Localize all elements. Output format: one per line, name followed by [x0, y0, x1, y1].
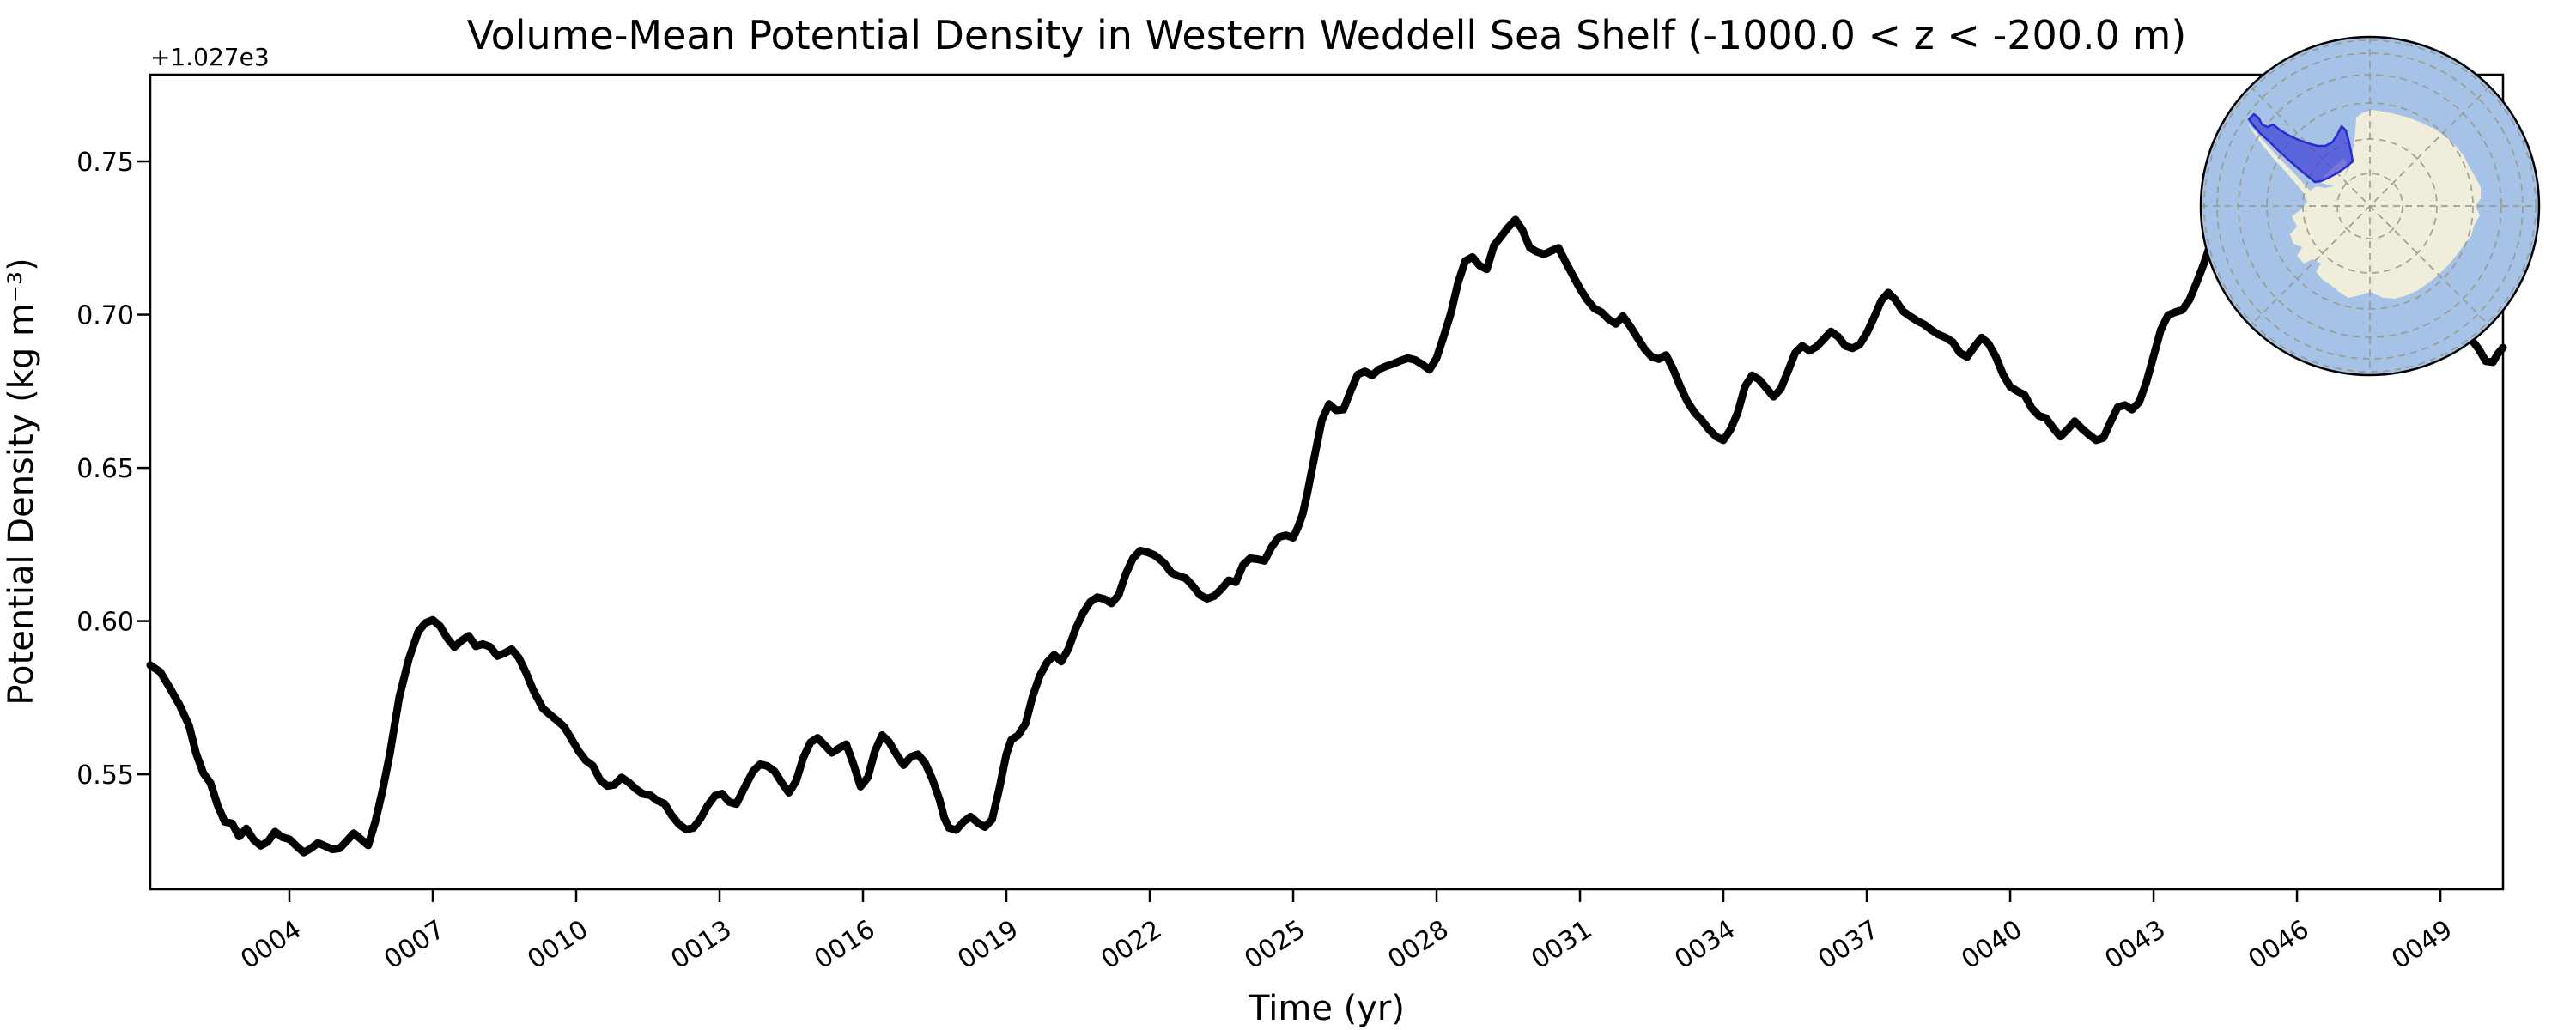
x-tick-label: 0025 [1239, 914, 1310, 975]
inset-island [2336, 194, 2346, 201]
x-tick-label: 0022 [1096, 914, 1167, 975]
chart-title: Volume-Mean Potential Density in Western… [467, 12, 2187, 58]
curve-layer [146, 173, 2507, 857]
x-tick-label: 0016 [809, 914, 880, 975]
x-tick-label: 0049 [2386, 914, 2458, 975]
inset-antarctica-land [2247, 110, 2481, 299]
inset-graticule-circle [2216, 52, 2524, 360]
y-tick-label: 0.55 [76, 760, 134, 791]
x-tick-label: 0037 [1813, 914, 1884, 975]
x-tick-label: 0004 [235, 914, 307, 975]
inset-map-layer [2199, 35, 2541, 377]
axes-spines [149, 73, 2505, 891]
data-curve [146, 173, 2507, 857]
x-tick-label: 0019 [952, 914, 1024, 975]
inset-map [2201, 37, 2539, 375]
y-tick-label: 0.75 [76, 148, 134, 178]
y-axis-label: Potential Density (kg m⁻³) [2, 258, 41, 705]
x-tick-label: 0028 [1382, 914, 1454, 975]
x-tick-label: 0010 [522, 914, 593, 975]
spines-layer [149, 73, 2505, 891]
x-tick-label: 0013 [665, 914, 737, 975]
x-tick-label: 0040 [1956, 914, 2027, 975]
y-tick-label: 0.70 [76, 301, 134, 331]
inset-map-border [2199, 35, 2541, 377]
x-tick-label: 0046 [2243, 914, 2314, 975]
x-tick-label: 0007 [379, 914, 450, 975]
x-tick-label: 0034 [1669, 914, 1741, 975]
x-tick-label: 0043 [2099, 914, 2171, 975]
y-tick-label: 0.60 [76, 608, 134, 638]
inset-graticule-meridian [2250, 86, 2490, 326]
inset-highlight-region [2247, 112, 2354, 184]
x-axis-label: Time (yr) [1248, 989, 1405, 1028]
y-tick-label: 0.65 [76, 454, 134, 484]
y-axis-offset-label: +1.027e3 [150, 43, 270, 71]
x-tick-label: 0031 [1526, 914, 1597, 975]
